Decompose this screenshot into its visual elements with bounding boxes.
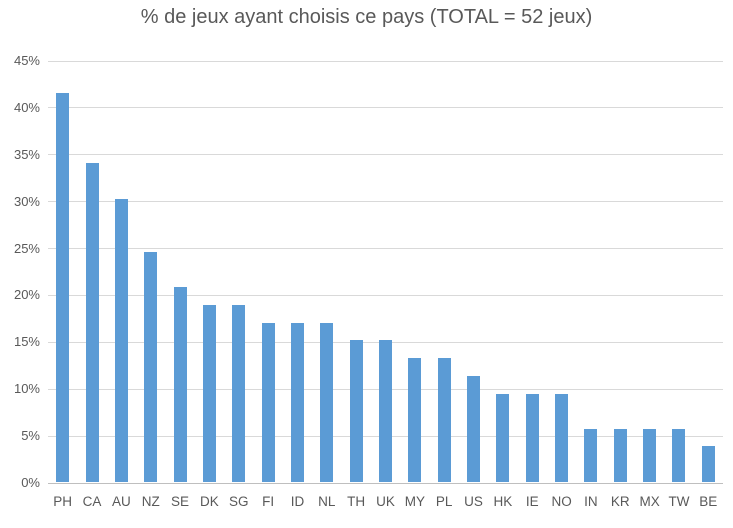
bar-se	[173, 286, 187, 482]
x-tick-label-dk: DK	[200, 494, 219, 509]
bar-in	[584, 428, 598, 482]
y-tick-label: 15%	[13, 334, 40, 350]
y-tick-label: 5%	[21, 428, 40, 444]
bar-fi	[261, 322, 275, 482]
x-tick-label-no: NO	[551, 494, 572, 509]
bar-id	[290, 322, 304, 482]
y-tick-label: 10%	[13, 381, 40, 397]
chart-title: % de jeux ayant choisis ce pays (TOTAL =…	[140, 6, 593, 28]
bar-mx	[643, 428, 657, 482]
x-tick-label-fi: FI	[262, 494, 275, 509]
x-tick-label-ca: CA	[82, 494, 102, 509]
x-tick-label-mx: MX	[639, 494, 660, 509]
x-tick-label-ph: PH	[53, 494, 73, 509]
bar-nl	[320, 322, 334, 482]
y-tick-label: 35%	[13, 146, 40, 162]
bar-ca	[85, 163, 99, 482]
bar-th	[349, 340, 363, 482]
bar-tw	[672, 428, 686, 482]
x-tick-label-nz: NZ	[141, 494, 160, 509]
x-tick-label-hk: HK	[493, 494, 513, 509]
gridline	[48, 248, 723, 250]
x-tick-label-au: AU	[111, 494, 131, 509]
x-tick-label-sg: SG	[228, 494, 249, 509]
y-tick-label: 40%	[13, 99, 40, 115]
x-tick-label-my: MY	[404, 494, 425, 509]
gridline	[48, 107, 723, 109]
x-tick-label-ie: IE	[525, 494, 539, 509]
y-tick-label: 30%	[13, 193, 40, 209]
bar-be	[701, 446, 715, 482]
bar-ph	[56, 92, 70, 482]
x-axis-line	[48, 482, 723, 484]
x-tick-label-id: ID	[290, 494, 305, 509]
y-tick-label: 25%	[13, 240, 40, 256]
bar-ie	[525, 393, 539, 482]
x-tick-label-in: IN	[584, 494, 598, 509]
bar-pl	[437, 358, 451, 482]
bar-no	[555, 393, 569, 482]
x-tick-label-us: US	[464, 494, 483, 509]
bar-hk	[496, 393, 510, 482]
x-tick-label-be: BE	[699, 494, 718, 509]
y-tick-label: 20%	[13, 287, 40, 303]
y-tick-label: 45%	[13, 53, 40, 68]
x-tick-label-tw: TW	[668, 494, 690, 509]
x-tick-label-th: TH	[347, 494, 366, 509]
bar-nz	[144, 252, 158, 482]
x-tick-label-uk: UK	[376, 494, 395, 509]
bar-uk	[379, 340, 392, 482]
x-tick-label-se: SE	[171, 494, 190, 509]
y-tick-label: 0%	[21, 475, 40, 490]
bar-dk	[202, 304, 216, 482]
plot-area	[48, 60, 723, 484]
bar-us	[467, 376, 481, 482]
bar-sg	[232, 304, 246, 482]
bar-my	[408, 358, 422, 482]
gridline	[48, 294, 723, 296]
x-tick-label-nl: NL	[318, 494, 336, 509]
bar-kr	[613, 428, 627, 482]
gridline	[48, 60, 723, 62]
gridline	[48, 154, 723, 156]
bar-au	[114, 198, 128, 482]
x-tick-label-kr: KR	[610, 494, 630, 509]
x-tick-label-pl: PL	[435, 494, 453, 509]
gridline	[48, 201, 723, 203]
